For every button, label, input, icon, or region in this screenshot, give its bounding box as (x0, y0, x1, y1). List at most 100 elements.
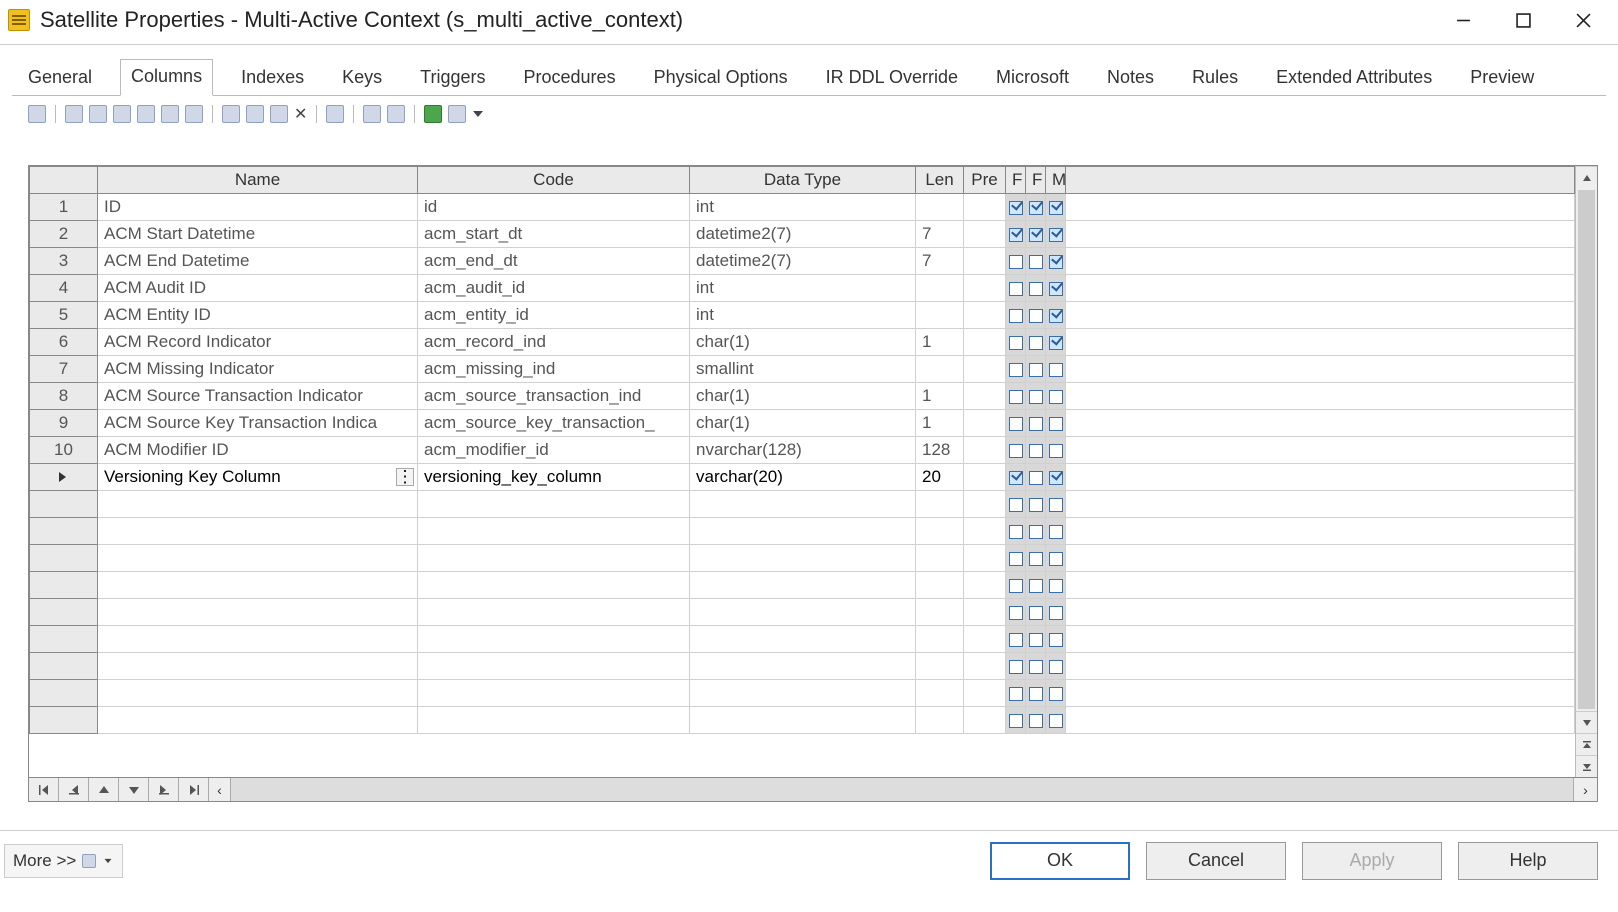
cell-code[interactable]: acm_source_key_transaction_ (418, 410, 690, 437)
checkbox[interactable] (1029, 309, 1043, 323)
checkbox[interactable] (1049, 336, 1063, 350)
scroll-down-icon[interactable] (1576, 711, 1597, 733)
checkbox[interactable] (1029, 336, 1043, 350)
checkbox[interactable] (1009, 255, 1023, 269)
checkbox[interactable] (1049, 444, 1063, 458)
checkbox[interactable] (1009, 525, 1023, 539)
cell-len[interactable]: 7 (916, 221, 964, 248)
excel-icon[interactable] (424, 105, 442, 123)
nav-first-icon[interactable] (29, 778, 59, 801)
cell-pre[interactable] (964, 437, 1006, 464)
column-header[interactable]: Name (98, 167, 418, 194)
cell-datatype[interactable]: int (690, 275, 916, 302)
row-number[interactable]: 7 (30, 356, 98, 383)
cell-len[interactable] (916, 356, 964, 383)
checkbox[interactable] (1009, 417, 1023, 431)
checkbox[interactable] (1029, 579, 1043, 593)
cell-datatype[interactable]: int (690, 194, 916, 221)
scroll-up-icon[interactable] (1576, 166, 1597, 188)
checkbox[interactable] (1029, 228, 1043, 242)
hscroll-track[interactable] (231, 778, 1573, 801)
checkbox[interactable] (1009, 363, 1023, 377)
checkbox[interactable] (1029, 552, 1043, 566)
nav-prev-page-icon[interactable] (59, 778, 89, 801)
tab-general[interactable]: General (18, 61, 102, 96)
cell-pre[interactable] (964, 383, 1006, 410)
cell-pre[interactable] (964, 410, 1006, 437)
checkbox[interactable] (1029, 363, 1043, 377)
checkbox[interactable] (1029, 525, 1043, 539)
toolbar-icon[interactable] (137, 105, 155, 123)
toolbar-icon[interactable] (363, 105, 381, 123)
cell-len[interactable]: 7 (916, 248, 964, 275)
checkbox[interactable] (1009, 471, 1023, 485)
checkbox[interactable] (1009, 714, 1023, 728)
table-row[interactable]: 8ACM Source Transaction Indicatoracm_sou… (30, 383, 1575, 410)
cell-code[interactable]: acm_end_dt (418, 248, 690, 275)
column-header[interactable]: F (1006, 167, 1026, 194)
cell-code[interactable]: acm_missing_ind (418, 356, 690, 383)
cell-pre[interactable] (964, 248, 1006, 275)
checkbox[interactable] (1029, 633, 1043, 647)
cell-name[interactable]: Versioning Key Column⋮ (98, 464, 418, 491)
cell-len[interactable] (916, 194, 964, 221)
checkbox[interactable] (1009, 606, 1023, 620)
nav-down-icon[interactable] (119, 778, 149, 801)
cell-pre[interactable] (964, 302, 1006, 329)
table-row-empty[interactable] (30, 572, 1575, 599)
table-row-empty[interactable] (30, 680, 1575, 707)
cell-name[interactable]: ACM Modifier ID (98, 437, 418, 464)
table-row-empty[interactable] (30, 626, 1575, 653)
scroll-top-icon[interactable] (1576, 733, 1597, 755)
table-row[interactable]: 4ACM Audit IDacm_audit_idint (30, 275, 1575, 302)
cell-name[interactable]: ACM Record Indicator (98, 329, 418, 356)
checkbox[interactable] (1049, 552, 1063, 566)
column-header[interactable] (30, 167, 98, 194)
checkbox[interactable] (1009, 687, 1023, 701)
checkbox[interactable] (1009, 660, 1023, 674)
table-row[interactable]: 7ACM Missing Indicatoracm_missing_indsma… (30, 356, 1575, 383)
delete-icon[interactable]: ✕ (294, 104, 307, 124)
column-header[interactable]: Pre (964, 167, 1006, 194)
tab-notes[interactable]: Notes (1097, 61, 1164, 96)
browse-button[interactable]: ⋮ (396, 468, 414, 486)
checkbox[interactable] (1009, 201, 1023, 215)
checkbox[interactable] (1029, 444, 1043, 458)
toolbar-icon[interactable] (89, 105, 107, 123)
ok-button[interactable]: OK (990, 842, 1130, 880)
tab-keys[interactable]: Keys (332, 61, 392, 96)
checkbox[interactable] (1049, 498, 1063, 512)
nav-next-page-icon[interactable] (149, 778, 179, 801)
column-header[interactable] (1066, 167, 1575, 194)
cell-len[interactable]: 1 (916, 410, 964, 437)
tab-extended-attributes[interactable]: Extended Attributes (1266, 61, 1442, 96)
table-row-empty[interactable] (30, 599, 1575, 626)
table-row[interactable]: 2ACM Start Datetimeacm_start_dtdatetime2… (30, 221, 1575, 248)
cell-datatype[interactable]: char(1) (690, 410, 916, 437)
table-row[interactable]: 6ACM Record Indicatoracm_record_indchar(… (30, 329, 1575, 356)
cell-datatype[interactable]: int (690, 302, 916, 329)
checkbox[interactable] (1049, 579, 1063, 593)
checkbox[interactable] (1049, 309, 1063, 323)
cancel-button[interactable]: Cancel (1146, 842, 1286, 880)
toolbar-icon[interactable] (161, 105, 179, 123)
toolbar-icon[interactable] (65, 105, 83, 123)
copy-icon[interactable] (246, 105, 264, 123)
cell-name[interactable]: ACM Source Transaction Indicator (98, 383, 418, 410)
cell-name[interactable]: ID (98, 194, 418, 221)
checkbox[interactable] (1009, 228, 1023, 242)
horizontal-scrollbar[interactable]: ‹ › (29, 777, 1597, 801)
checkbox[interactable] (1009, 444, 1023, 458)
checkbox[interactable] (1009, 390, 1023, 404)
column-header[interactable]: Code (418, 167, 690, 194)
row-number[interactable]: 2 (30, 221, 98, 248)
checkbox[interactable] (1009, 633, 1023, 647)
column-header[interactable]: M (1046, 167, 1066, 194)
hscroll-right-icon[interactable]: › (1573, 778, 1597, 801)
checkbox[interactable] (1029, 714, 1043, 728)
row-number[interactable]: 4 (30, 275, 98, 302)
nav-up-icon[interactable] (89, 778, 119, 801)
cell-datatype[interactable]: char(1) (690, 383, 916, 410)
checkbox[interactable] (1009, 498, 1023, 512)
toolbar-icon[interactable] (28, 105, 46, 123)
